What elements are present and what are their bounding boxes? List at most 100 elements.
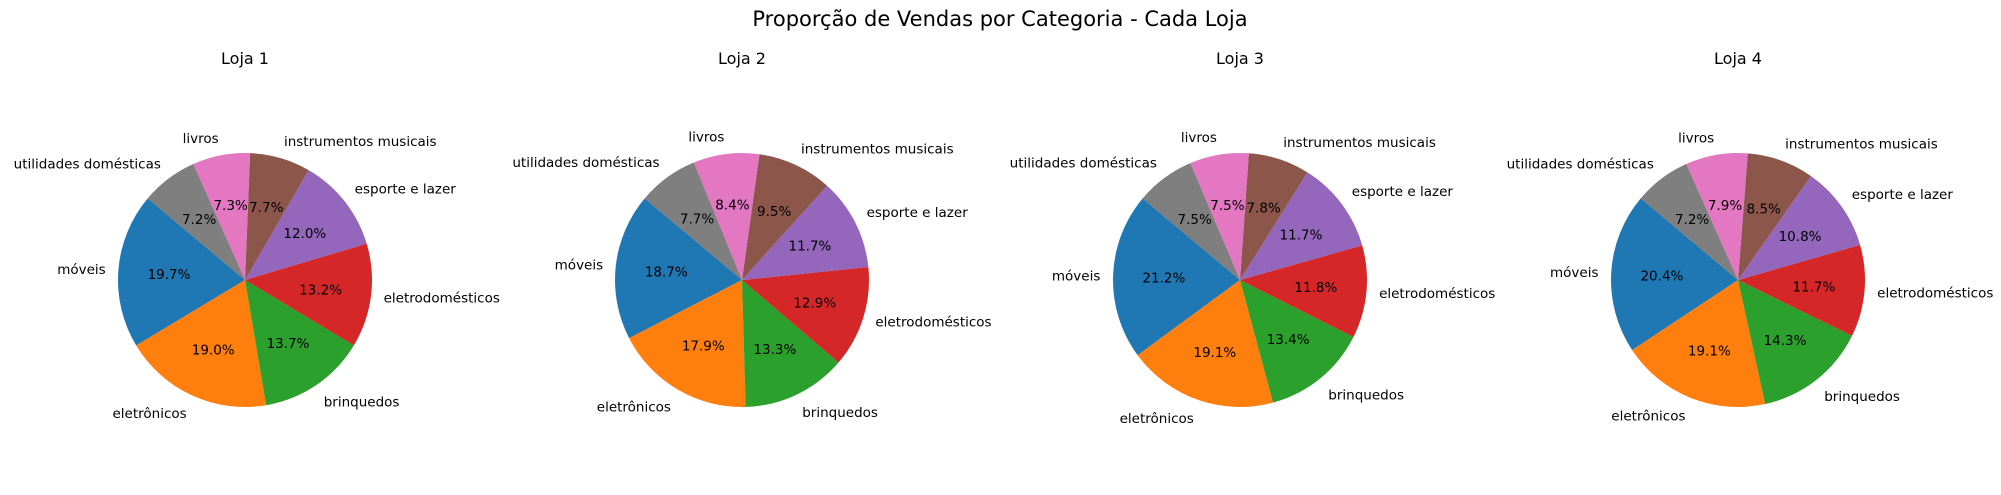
pie-title: Loja 1	[221, 49, 269, 68]
figure-title: Proporção de Vendas por Categoria - Cada…	[752, 7, 1247, 31]
pie-category-label: móveis	[57, 262, 106, 278]
pie-percent-label: 8.5%	[1747, 201, 1781, 217]
pie-slice-eletronicos	[1137, 280, 1274, 408]
pie-percent-label: 7.5%	[1178, 212, 1212, 228]
pie-percent-label: 7.3%	[213, 198, 247, 214]
pie-slice-utilidades-domesticas	[644, 162, 742, 280]
pie-slice-brinquedos	[1240, 280, 1354, 403]
pie-category-label: móveis	[1052, 269, 1101, 285]
pie-category-label: livros	[1181, 130, 1217, 146]
pie-percent-label: 17.9%	[682, 339, 725, 355]
pie-chart-4: Loja 4 20.4% móveis 19.1% eletrônicos 14.3% br…	[1507, 49, 1994, 424]
pie-category-label: instrumentos musicais	[284, 134, 437, 150]
pie-category-label: instrumentos musicais	[1785, 137, 1938, 153]
pie-percent-label: 11.8%	[1294, 280, 1337, 296]
pie-category-label: instrumentos musicais	[801, 141, 954, 157]
pie-percent-label: 12.9%	[793, 296, 836, 312]
pie-percent-label: 19.1%	[1688, 344, 1731, 360]
pie-percent-label: 11.7%	[1792, 280, 1835, 296]
pie-slice-eletrodomesticos	[742, 267, 870, 363]
pie-chart-1: Loja 1 19.7% móveis 19.0% eletrônicos 13.7% br…	[14, 49, 500, 422]
pie-slice-moveis	[615, 198, 742, 339]
pie-category-label: móveis	[555, 257, 604, 273]
pie-title: Loja 4	[1714, 49, 1762, 68]
pie-slice-eletronicos	[136, 280, 267, 407]
pie-slice-instrumentos-musicais	[1738, 153, 1811, 280]
pie-slice-esporte-e-lazer	[1240, 172, 1363, 280]
pie-category-label: móveis	[1550, 265, 1599, 281]
pie-percent-label: 7.9%	[1708, 198, 1742, 214]
pie-category-label: brinquedos	[802, 405, 878, 421]
pie-slice-utilidades-domesticas	[147, 164, 245, 280]
pie-chart-2: Loja 2 18.7% móveis 17.9% eletrônicos 13.3% br…	[512, 49, 991, 421]
pie-percent-label: 14.3%	[1764, 333, 1807, 349]
pie-percent-label: 13.7%	[267, 336, 310, 352]
pie-percent-label: 13.2%	[299, 283, 342, 299]
pie-category-label: instrumentos musicais	[1283, 135, 1436, 151]
pie-category-label: eletrodomésticos	[384, 290, 500, 306]
pie-slice-utilidades-domesticas	[1142, 163, 1240, 280]
pie-category-label: esporte e lazer	[1352, 184, 1454, 200]
pie-slice-eletronicos	[629, 280, 746, 408]
pie-slice-eletronicos	[1632, 280, 1766, 407]
pie-slice-esporte-e-lazer	[245, 170, 367, 280]
pie-category-label: esporte e lazer	[1852, 187, 1954, 203]
pie-category-label: eletrodomésticos	[1379, 286, 1495, 302]
pie-category-label: brinquedos	[1328, 387, 1404, 403]
pie-slice-moveis	[1112, 198, 1240, 356]
pie-category-label: utilidades domésticas	[512, 155, 659, 171]
pie-slice-brinquedos	[245, 280, 354, 406]
pie-percent-label: 7.8%	[1246, 201, 1280, 217]
pie-category-label: livros	[1678, 130, 1714, 146]
pie-percent-label: 19.0%	[192, 342, 235, 358]
pie-percent-label: 8.4%	[715, 197, 749, 213]
pie-percent-label: 7.2%	[1675, 212, 1709, 228]
pie-category-label: utilidades domésticas	[14, 156, 161, 172]
pie-slice-moveis	[1610, 198, 1738, 351]
pie-percent-label: 20.4%	[1640, 269, 1683, 285]
pie-percent-label: 19.1%	[1193, 345, 1236, 361]
pie-category-label: livros	[688, 129, 724, 145]
pie-slice-livros	[1190, 153, 1249, 280]
pie-slice-utilidades-domesticas	[1640, 164, 1738, 280]
pie-slice-livros	[193, 152, 251, 280]
pie-category-label: eletrodomésticos	[1877, 285, 1993, 301]
pie-percent-label: 11.7%	[789, 239, 832, 255]
pie-percent-label: 19.7%	[148, 267, 191, 283]
pie-slice-instrumentos-musicais	[245, 153, 309, 280]
pie-title: Loja 2	[718, 49, 766, 68]
pie-slice-eletrodomesticos	[245, 243, 373, 346]
pie-percent-label: 9.5%	[757, 204, 791, 220]
pie-percent-label: 10.8%	[1779, 229, 1822, 245]
pie-category-label: brinquedos	[324, 394, 400, 410]
pie-category-label: esporte e lazer	[867, 205, 969, 221]
pie-slice-brinquedos	[742, 280, 839, 407]
pie-title: Loja 3	[1216, 49, 1264, 68]
pie-percent-label: 18.7%	[645, 265, 688, 281]
pie-category-label: eletrônicos	[597, 399, 671, 415]
pie-category-label: eletrônicos	[1611, 408, 1685, 424]
pie-percent-label: 7.7%	[249, 200, 283, 216]
pie-category-label: livros	[183, 131, 219, 147]
pie-percent-label: 13.3%	[753, 342, 796, 358]
pie-percent-label: 13.4%	[1267, 332, 1310, 348]
pie-percent-label: 7.7%	[680, 211, 714, 227]
pie-slice-instrumentos-musicais	[742, 154, 828, 280]
pie-percent-label: 12.0%	[283, 226, 326, 242]
pie-category-label: esporte e lazer	[355, 181, 457, 197]
pie-slice-brinquedos	[1738, 280, 1853, 405]
pie-percent-label: 7.5%	[1210, 198, 1244, 214]
pie-slice-moveis	[117, 198, 245, 346]
pie-slice-instrumentos-musicais	[1240, 153, 1308, 280]
pie-percent-label: 11.7%	[1280, 227, 1323, 243]
pie-chart-3: Loja 3 21.2% móveis 19.1% eletrônicos 13.4% br…	[1010, 49, 1496, 427]
pie-category-label: eletrônicos	[1120, 411, 1194, 427]
pie-category-label: eletrodomésticos	[875, 315, 991, 331]
pie-category-label: eletrônicos	[112, 406, 186, 422]
pie-slice-esporte-e-lazer	[1738, 176, 1861, 280]
pie-percent-label: 7.2%	[182, 212, 216, 228]
pie-category-label: brinquedos	[1824, 389, 1900, 405]
pie-slice-eletrodomesticos	[1240, 245, 1367, 338]
pie-slice-livros	[693, 153, 760, 280]
